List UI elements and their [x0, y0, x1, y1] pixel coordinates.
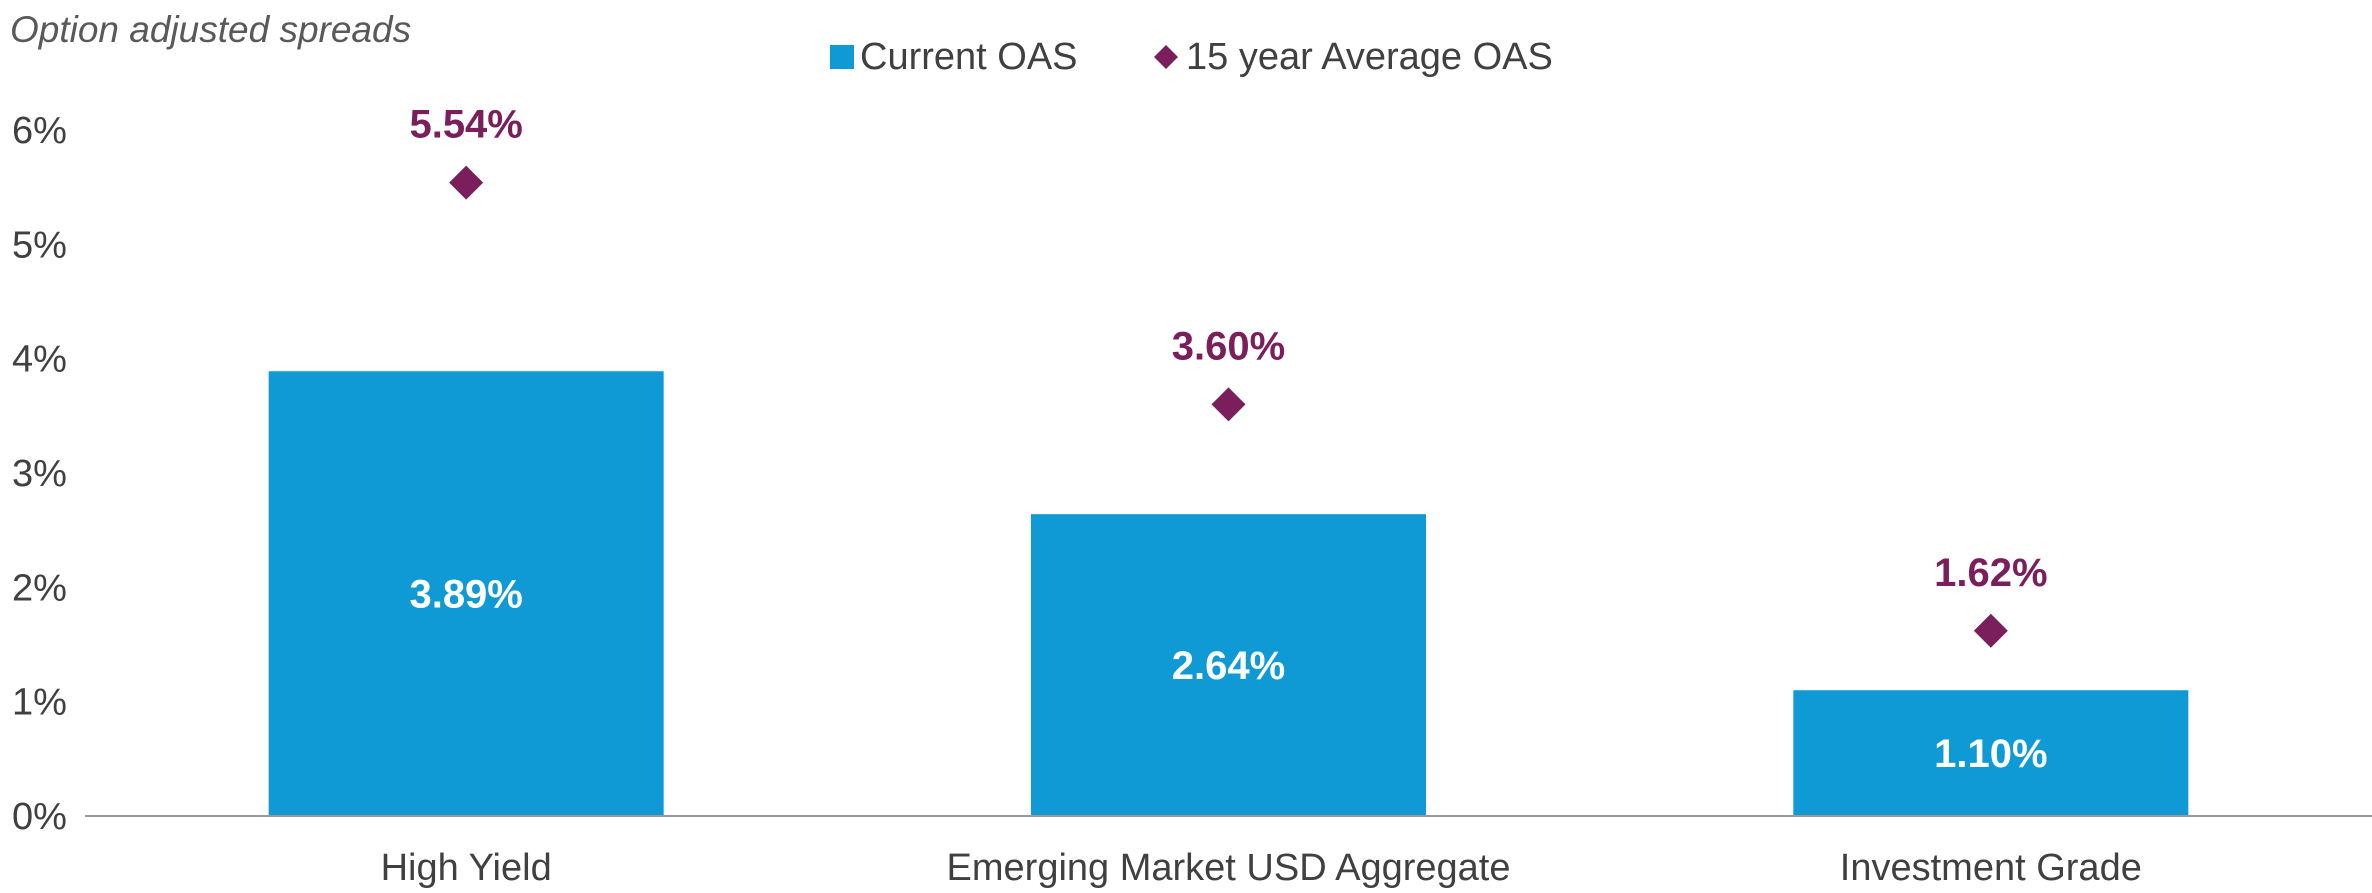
- legend: Current OAS 15 year Average OAS: [830, 36, 1553, 78]
- average-value-label: 1.62%: [1934, 551, 2047, 595]
- marker-15yr-average: [1211, 387, 1246, 422]
- x-tick-label: Investment Grade: [1840, 847, 2142, 889]
- y-tick-label: 2%: [12, 567, 67, 609]
- bar-series: 3.89% 2.64% 1.10%: [268, 371, 2189, 816]
- y-tick-label: 0%: [12, 796, 67, 838]
- y-tick-label: 5%: [12, 224, 67, 266]
- average-value-label: 5.54%: [409, 103, 522, 147]
- legend-marker-15yr-average: [1154, 45, 1178, 69]
- x-tick-label: Emerging Market USD Aggregate: [947, 847, 1511, 889]
- y-axis: 0% 1% 2% 3% 4% 5% 6%: [12, 110, 67, 838]
- bar-value-label: 2.64%: [1172, 644, 1285, 688]
- legend-swatch-current-oas: [830, 45, 854, 69]
- bar-value-label: 1.10%: [1934, 732, 2047, 776]
- y-tick-label: 6%: [12, 110, 67, 152]
- y-axis-title: Option adjusted spreads: [10, 9, 411, 50]
- bar-current-oas: [268, 371, 664, 816]
- y-tick-label: 3%: [12, 453, 67, 495]
- x-axis: High Yield Emerging Market USD Aggregate I…: [85, 815, 2372, 889]
- y-tick-label: 1%: [12, 682, 67, 724]
- marker-15yr-average: [449, 165, 484, 200]
- bar-current-oas: [1793, 690, 2189, 816]
- x-tick-label: High Yield: [381, 847, 552, 889]
- marker-15yr-average: [1973, 613, 2008, 648]
- bar-current-oas: [1031, 514, 1426, 816]
- bar-value-label: 3.89%: [409, 573, 522, 617]
- legend-label-15yr-average: 15 year Average OAS: [1186, 36, 1553, 78]
- legend-label-current-oas: Current OAS: [860, 36, 1078, 78]
- average-series: 5.54% 3.60% 1.62%: [409, 103, 2048, 648]
- y-tick-label: 4%: [12, 339, 67, 381]
- average-value-label: 3.60%: [1172, 324, 1285, 368]
